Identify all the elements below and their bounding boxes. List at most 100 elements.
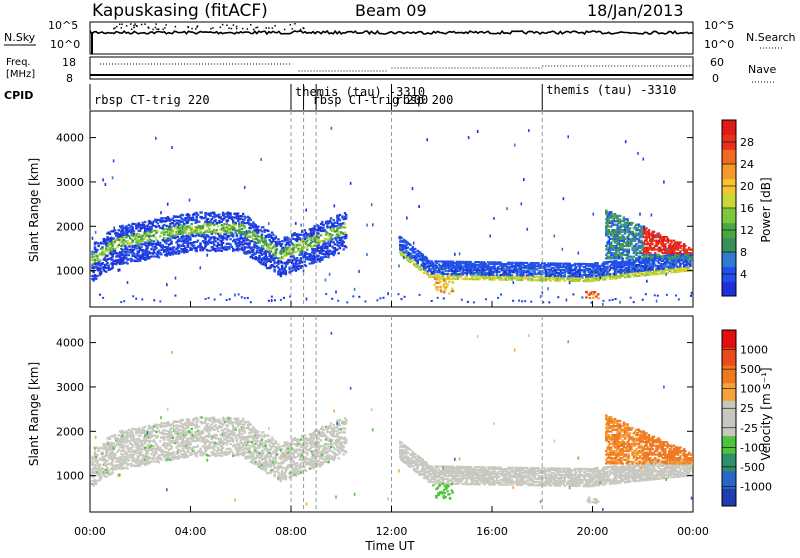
echo-cell [101,467,103,469]
echo-cell [187,250,189,252]
echo-cell [406,217,408,220]
echo-cell [524,300,526,302]
echo-cell [664,243,666,245]
nsearch-point [133,27,135,29]
echo-cell [281,243,283,245]
echo-cell [174,295,176,297]
echo-cell [214,248,216,250]
echo-cell [116,261,118,263]
echo-cell [326,247,328,249]
echo-cell [244,297,246,299]
echo-cell [443,297,445,299]
echo-cell [244,186,246,189]
echo-cell [132,295,134,297]
echo-cell [477,130,479,133]
echo-cell [118,229,120,231]
date-title: 18/Jan/2013 [587,1,684,20]
echo-cell [162,217,164,219]
echo-cell [211,233,213,235]
echo-cell [125,451,127,453]
echo-cell [238,293,240,295]
echo-cell [91,480,93,482]
nave-tick-top: 60 [710,56,724,69]
echo-cell [426,138,428,141]
echo-cell [247,297,249,299]
echo-cell [246,230,248,233]
echo-cell [262,226,264,228]
echo-cell [243,240,245,242]
echo-cell [613,245,615,247]
echo-cell [413,242,415,245]
echo-cell [112,176,114,179]
echo-cell [418,205,420,208]
echo-cell [419,294,421,296]
echo-cell [358,270,360,273]
echo-cell [209,250,211,252]
echo-cell [178,252,180,254]
echo-cell [521,300,523,302]
echo-cell [102,297,104,299]
echo-cell [344,232,346,234]
echo-cell [438,260,440,262]
echo-cell [624,238,626,240]
echo-cell [506,207,508,210]
echo-cell [214,237,216,239]
echo-cell [227,219,229,221]
nsky-tick-top: 10^5 [48,19,78,32]
echo-cell [162,244,164,246]
echo-cell [98,450,100,452]
echo-cell [152,243,154,245]
echo-cell [344,223,346,225]
echo-cell [144,237,146,239]
echo-cell [443,286,445,288]
echo-cell [646,280,648,283]
echo-cell [220,294,222,296]
echo-cell [331,238,333,240]
nsearch-point [231,28,233,30]
echo-cell [654,294,656,296]
echo-cell [275,236,277,238]
echo-cell [511,262,513,264]
echo-cell [514,144,516,147]
echo-cell [111,267,113,269]
echo-cell [96,462,98,464]
echo-cell [343,241,345,243]
nsearch-point [242,28,244,30]
echo-cell [231,216,233,218]
echo-cell [226,248,228,250]
echo-cell [409,244,411,246]
echo-cell [648,229,650,231]
nsearch-point [210,28,212,30]
echo-cell [203,223,205,225]
echo-cell [326,225,328,227]
echo-cell [153,240,155,242]
echo-cell [295,222,297,225]
nsearch-point [126,25,128,27]
echo-cell [198,221,200,223]
echo-cell [109,233,111,235]
echo-cell [152,230,154,232]
echo-cell [99,294,101,296]
echo-cell [105,446,107,448]
echo-cell [548,301,550,303]
echo-cell [121,464,123,466]
nsearch-point [265,27,267,29]
echo-cell [91,275,93,277]
echo-cell [236,234,238,236]
echo-cell [98,245,100,247]
nsearch-point [148,27,150,29]
echo-cell [173,250,175,252]
echo-cell [651,214,653,217]
echo-cell [684,245,686,247]
echo-cell [252,249,254,251]
echo-cell [563,197,565,200]
echo-cell [336,217,338,220]
echo-cell [117,269,119,272]
echo-cell [172,232,174,234]
echo-cell [305,265,307,267]
echo-cell [591,271,593,273]
echo-cell [574,263,576,265]
echo-cell [305,232,307,234]
echo-cell [252,238,254,240]
